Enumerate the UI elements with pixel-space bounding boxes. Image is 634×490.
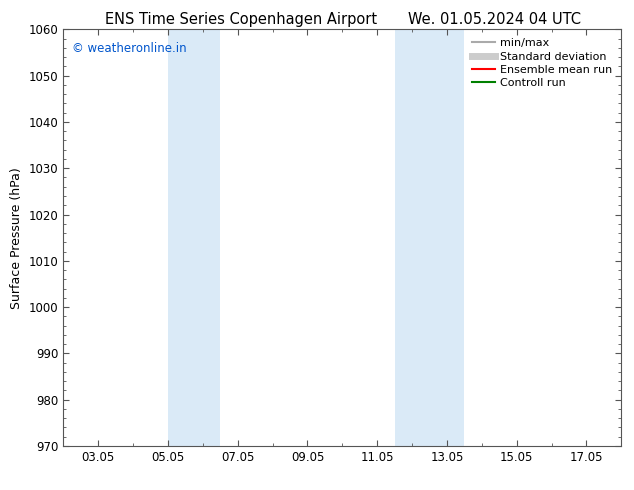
Bar — [394, 29, 464, 446]
Text: We. 01.05.2024 04 UTC: We. 01.05.2024 04 UTC — [408, 12, 581, 27]
Legend: min/max, Standard deviation, Ensemble mean run, Controll run: min/max, Standard deviation, Ensemble me… — [469, 35, 616, 92]
Text: ENS Time Series Copenhagen Airport: ENS Time Series Copenhagen Airport — [105, 12, 377, 27]
Bar — [168, 29, 221, 446]
Y-axis label: Surface Pressure (hPa): Surface Pressure (hPa) — [10, 167, 23, 309]
Text: © weatheronline.in: © weatheronline.in — [72, 42, 186, 55]
